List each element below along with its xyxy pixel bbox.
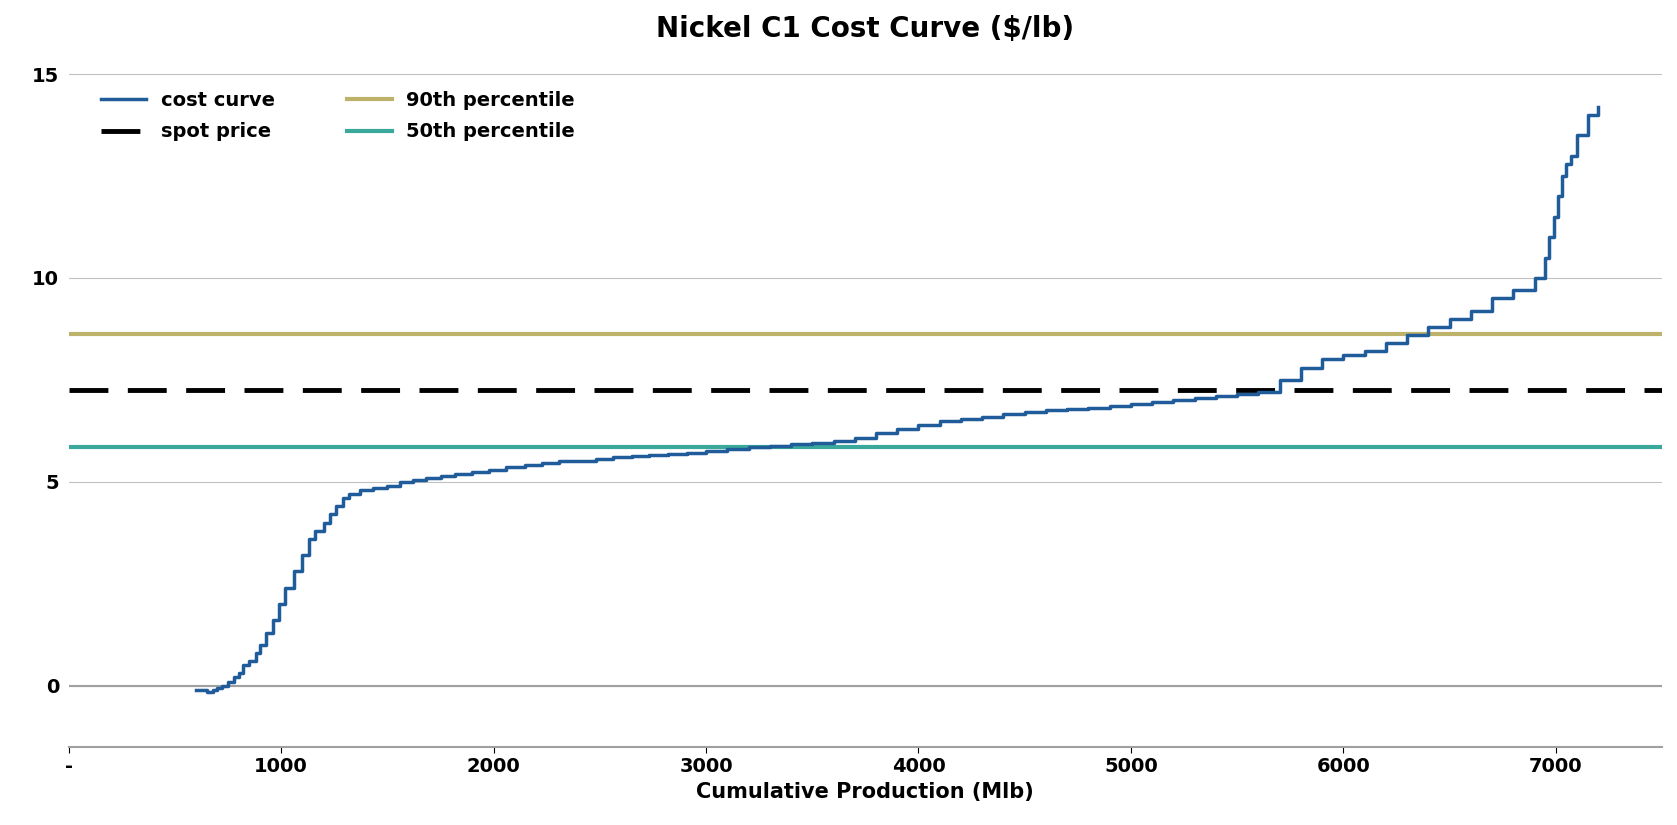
cost curve — [391, 477, 411, 487]
spot price — [59, 385, 79, 395]
X-axis label: Cumulative Production (Mlb): Cumulative Production (Mlb) — [696, 782, 1035, 802]
cost curve — [196, 686, 216, 696]
90th percentile — [59, 329, 79, 339]
cost curve — [186, 685, 206, 695]
50th percentile — [59, 442, 79, 452]
spot price — [59, 385, 79, 395]
Legend: cost curve, spot price, 90th percentile, 50th percentile: cost curve, spot price, 90th percentile,… — [94, 83, 582, 148]
cost curve — [760, 441, 780, 450]
cost curve — [268, 599, 288, 609]
cost curve — [1588, 101, 1608, 111]
cost curve — [1543, 212, 1563, 222]
Title: Nickel C1 Cost Curve ($/lb): Nickel C1 Cost Curve ($/lb) — [656, 15, 1075, 43]
cost curve — [622, 451, 642, 461]
cost curve — [823, 436, 844, 446]
90th percentile — [59, 329, 79, 339]
Line: cost curve: cost curve — [196, 106, 1598, 691]
50th percentile — [59, 442, 79, 452]
